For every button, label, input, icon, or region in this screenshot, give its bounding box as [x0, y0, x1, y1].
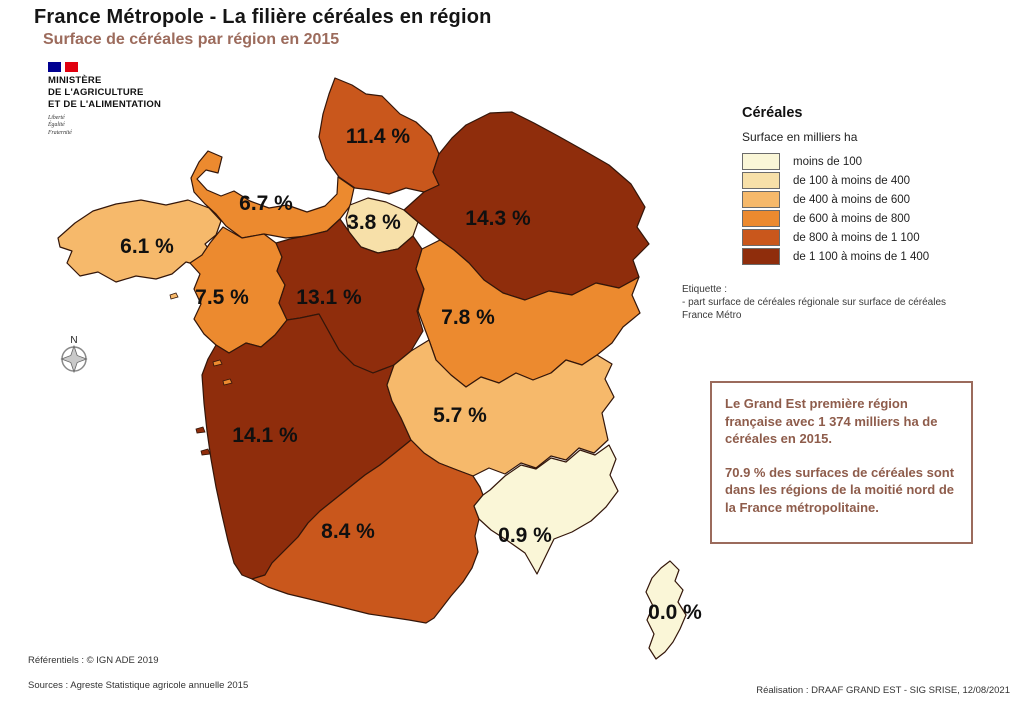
legend-label: de 100 à moins de 400	[793, 174, 911, 187]
legend-row: de 600 à moins de 800	[742, 209, 1022, 228]
map-regions: 11.4 % 6.7 % 3.8 % 14.3 % 6.1 % 7.5 % 13.1 % 7.…	[57, 77, 702, 660]
region-value-label: 6.1 %	[120, 235, 174, 258]
french-flag-icon	[48, 62, 198, 72]
legend-label: de 600 à moins de 800	[793, 212, 911, 225]
coastal-islands	[169, 292, 233, 456]
republic-motto: Liberté Égalité Fraternité	[48, 114, 72, 137]
footer-referentiels: Référentiels : © IGN ADE 2019	[28, 655, 159, 666]
ministry-name-line: ET DE L'ALIMENTATION	[48, 98, 162, 110]
page-subtitle: Surface de céréales par région en 2015	[43, 31, 340, 48]
region-value-label: 5.7 %	[433, 404, 487, 427]
legend-swatch	[742, 210, 780, 227]
footer-realisation: Réalisation : DRAAF GRAND EST - SIG SRIS…	[756, 685, 1010, 696]
region-value-label: 0.0 %	[648, 601, 702, 624]
france-choropleth-map: 11.4 % 6.7 % 3.8 % 14.3 % 6.1 % 7.5 % 13.1 % 7.…	[57, 77, 702, 660]
legend-row: moins de 100	[742, 152, 1022, 171]
ministry-logo: MINISTÈRE DE L'AGRICULTURE ET DE L'ALIME…	[48, 62, 198, 138]
region-normandie	[190, 150, 355, 239]
legend-swatch	[742, 229, 780, 246]
note-line: France Métro	[682, 310, 742, 322]
legend-swatch	[742, 248, 780, 265]
region-value-label: 6.7 %	[239, 192, 293, 215]
region-value-label: 13.1 %	[296, 286, 362, 309]
ministry-name-line: DE L'AGRICULTURE	[48, 86, 144, 98]
legend-label: de 800 à moins de 1 100	[793, 231, 920, 244]
legend-label: de 400 à moins de 600	[793, 193, 911, 206]
legend-rows: moins de 100 de 100 à moins de 400 de 400 …	[742, 152, 1022, 266]
legend-row: de 800 à moins de 1 100	[742, 228, 1022, 247]
svg-text:N: N	[70, 335, 77, 346]
region-value-label: 7.8 %	[441, 306, 495, 329]
region-provence-alpes-cote-d-azur	[473, 444, 619, 575]
legend-swatch	[742, 172, 780, 189]
region-value-label: 14.3 %	[465, 207, 531, 230]
map-legend: Céréales Surface en milliers ha moins de…	[742, 105, 1022, 266]
legend-title: Céréales	[742, 105, 803, 121]
legend-swatch	[742, 191, 780, 208]
legend-label: de 1 100 à moins de 1 400	[793, 250, 930, 263]
info-box: Le Grand Est première région française a…	[710, 381, 973, 545]
info-paragraph: 70.9 % des surfaces de céréales sont dan…	[725, 464, 955, 515]
note-line: Etiquette :	[682, 284, 728, 295]
note-line: - part surface de céréales régionale sur…	[682, 297, 947, 309]
legend-swatch	[742, 153, 780, 170]
region-value-label: 11.4 %	[346, 125, 411, 148]
info-paragraph: Le Grand Est première région française a…	[725, 396, 938, 447]
legend-subtitle: Surface en milliers ha	[742, 130, 858, 144]
legend-row: de 400 à moins de 600	[742, 190, 1022, 209]
legend-label: moins de 100	[793, 155, 863, 168]
page-title: France Métropole - La filière céréales e…	[34, 6, 492, 28]
region-corse	[645, 560, 687, 660]
footer-sources: Sources : Agreste Statistique agricole a…	[28, 680, 249, 691]
legend-row: de 1 100 à moins de 1 400	[742, 247, 1022, 266]
region-value-label: 0.9 %	[498, 524, 552, 547]
region-value-label: 8.4 %	[321, 520, 375, 543]
north-arrow-icon: N	[60, 335, 88, 374]
label-note: Etiquette : - part surface de céréales r…	[682, 283, 1012, 323]
region-value-label: 14.1 %	[232, 424, 298, 447]
legend-row: de 100 à moins de 400	[742, 171, 1022, 190]
region-value-label: 3.8 %	[347, 211, 401, 234]
ministry-name-line: MINISTÈRE	[48, 75, 102, 86]
region-value-label: 7.5 %	[195, 286, 249, 309]
